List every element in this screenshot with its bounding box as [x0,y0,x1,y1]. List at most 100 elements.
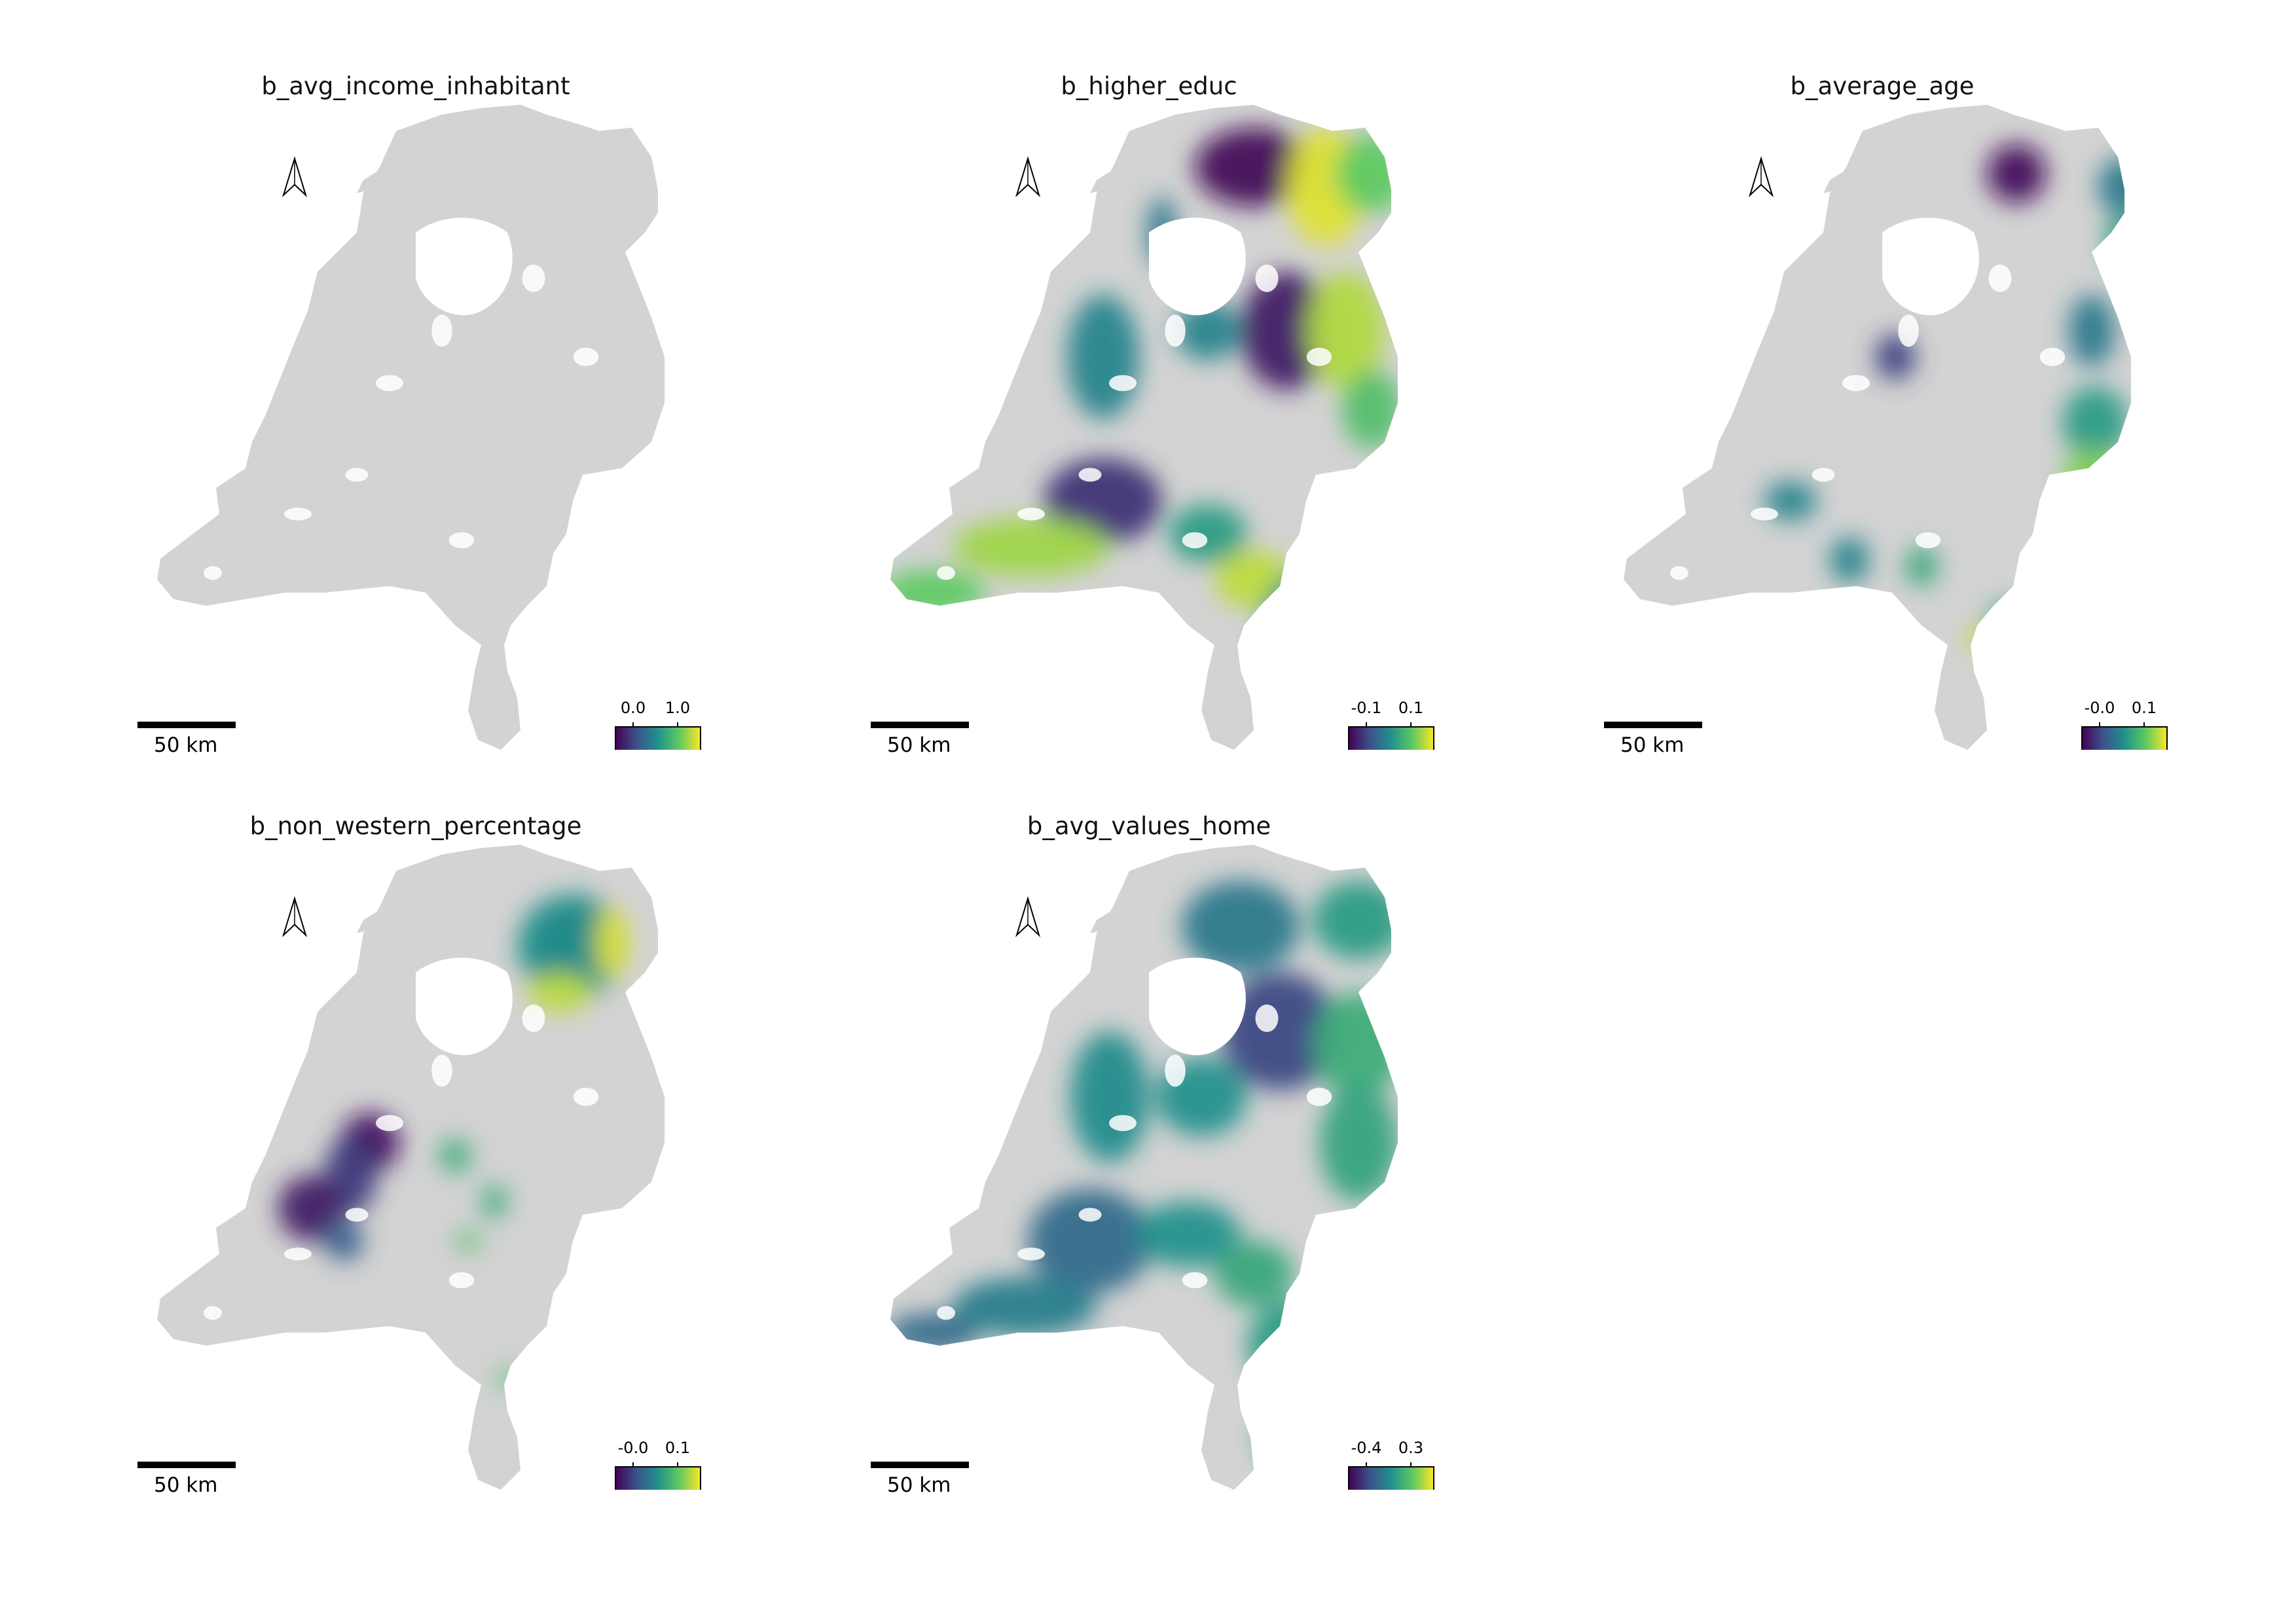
water-gap [1670,566,1688,580]
north-arrow-icon [282,896,308,938]
country-shape [157,105,665,750]
coefficient-region [1967,625,2007,652]
panel-title: b_avg_values_home [1027,812,1271,840]
coefficient-region [1175,301,1241,360]
map-panel: b_average_age 50 km -0.0 0.1 [1516,16,2249,757]
wadden-island [1090,164,1123,193]
lake-ijsselmeer [1149,957,1246,1056]
panel-title: b_higher_educ [1061,72,1237,100]
lake-ijsselmeer [1882,217,1979,316]
lake-ijsselmeer [1149,217,1246,316]
coefficient-region [1987,602,2039,648]
coefficient-region [596,907,629,979]
colorbar-tick-label: 0.1 [2131,699,2157,717]
water-gap [204,566,222,580]
coefficient-region [1319,1084,1398,1202]
colorbar [1348,1466,1434,1490]
colorbar [2081,726,2168,750]
coefficient-region [2069,295,2115,367]
water-gap [345,468,369,482]
wadden-island [458,124,501,138]
coefficient-region [2062,386,2128,458]
map-panel: b_higher_educ 50 km -0.1 0.1 [782,16,1516,757]
water-gap [2039,348,2066,366]
water-gap [1017,1247,1045,1261]
scale-bar [871,722,969,728]
colorbar-tick-label: 0.3 [1398,1439,1424,1457]
water-gap [1842,375,1870,392]
wadden-island [1192,124,1234,138]
coefficient-region [439,1139,471,1172]
water-gap [573,1088,599,1106]
water-gap [284,507,312,521]
water-gap [1109,1115,1137,1132]
water-gap [522,265,545,292]
lake-ijsselmeer [416,217,513,316]
map-canvas [137,105,701,750]
colorbar-tick-label: 0.0 [620,699,646,717]
water-gap [1255,265,1279,292]
colorbar-tick-label: -0.4 [1351,1439,1382,1457]
wadden-island [458,864,501,877]
country-shape [1624,105,2131,750]
coefficient-region [953,517,1110,576]
coefficient-region [1313,881,1398,959]
colorbar-tick-label: -0.1 [1351,699,1382,717]
map-panel: b_non_western_percentage 50 km -0.0 0.1 [49,756,782,1497]
map-canvas [1604,105,2168,750]
wadden-island [1872,138,1908,157]
scale-bar [871,1462,969,1468]
water-gap [204,1306,222,1320]
scale-bar-label: 50 km [1620,733,1685,757]
water-gap [1915,532,1941,549]
map-canvas [871,845,1434,1490]
coefficient-region [890,1313,979,1352]
coefficient-region [498,1369,517,1388]
water-gap [1182,1272,1208,1289]
scale-bar-label: 50 km [887,1473,951,1497]
scale-bar [1604,722,1702,728]
wadden-island [357,904,390,933]
coefficient-region [1247,1300,1339,1392]
coefficient-region [1336,134,1398,213]
north-arrow-icon [1015,156,1041,198]
scale-bar-label: 50 km [154,1473,218,1497]
coefficient-region [324,1221,363,1261]
coefficient-region [1195,128,1313,206]
colorbar-tick-label: -0.0 [617,1439,649,1457]
scale-bar-label: 50 km [887,733,951,757]
coefficient-region [1987,144,2046,203]
north-arrow-icon [1015,896,1041,938]
coefficient-region [2098,157,2131,216]
wadden-island [514,118,566,128]
lake-ijsselmeer [416,957,513,1056]
wadden-island [1192,864,1234,877]
panel-title: b_average_age [1790,72,1975,100]
map-canvas [137,845,701,1490]
wadden-island [1139,877,1175,897]
water-gap [1182,532,1208,549]
coefficient-region [481,1185,507,1218]
coefficient-region [1136,1202,1241,1267]
water-gap [431,1054,452,1087]
coefficient-region [278,1175,344,1241]
coefficient-region [2105,216,2131,268]
colorbar-tick-label: 0.1 [1398,699,1424,717]
water-gap [1988,265,2012,292]
water-gap [431,314,452,347]
water-gap [1306,1088,1332,1106]
colorbar [615,1466,701,1490]
scale-bar [137,722,236,728]
water-gap [284,1247,312,1261]
coefficient-region [2036,704,2069,730]
coefficient-region [1260,1398,1339,1477]
water-gap [1017,507,1045,521]
water-gap [345,1208,369,1222]
colorbar-tick-label: -0.0 [2084,699,2115,717]
water-gap [1255,1005,1279,1032]
coefficient-region [1221,972,1339,1090]
coefficient-region [527,972,592,1012]
wadden-island [1823,164,1856,193]
coefficient-region [1214,1241,1293,1306]
water-gap [1812,468,1835,482]
